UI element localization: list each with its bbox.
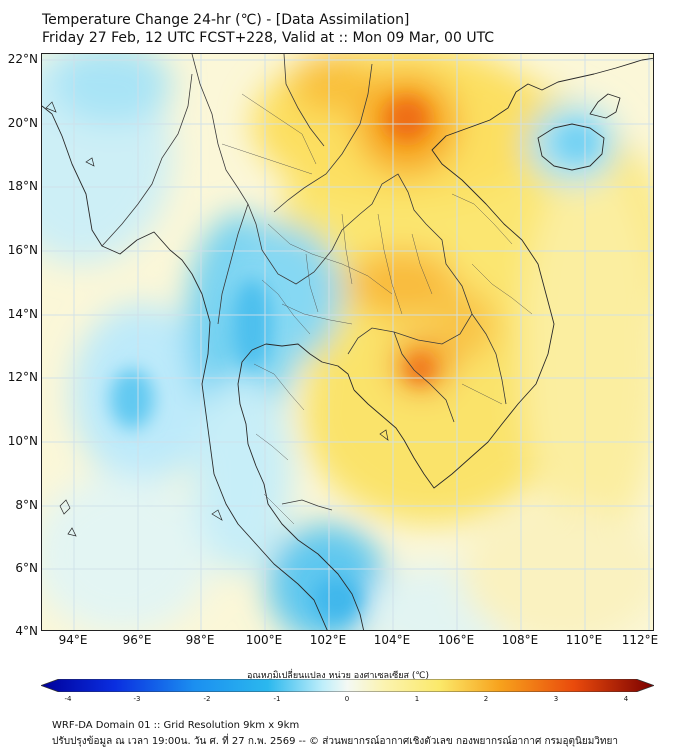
lon-label: 104°E [373,633,411,647]
colorbar [41,679,654,692]
lat-label: 8°N [15,498,38,512]
temperature-change-map [41,53,654,631]
lon-label: 98°E [185,633,215,647]
colorbar-tick: 3 [553,695,559,703]
lat-label: 18°N [7,179,38,193]
lon-label: 112°E [621,633,659,647]
colorbar-tick: 4 [623,695,629,703]
coastlines [42,57,653,630]
colorbar-tick: -1 [273,695,281,703]
lat-label: 12°N [7,370,38,384]
colorbar-tick: 2 [483,695,489,703]
colorbar-tick: -2 [203,695,211,703]
lon-label: 106°E [437,633,475,647]
footer-model-info: WRF-DA Domain 01 :: Grid Resolution 9km … [52,720,300,731]
colorbar-tick: 1 [414,695,420,703]
lon-label: 94°E [58,633,88,647]
map-subtitle: Friday 27 Feb, 12 UTC FCST+228, Valid at… [42,30,495,46]
colorbar-tick: -3 [133,695,141,703]
lat-label: 10°N [7,434,38,448]
lat-label: 20°N [7,116,38,130]
lon-label: 100°E [245,633,283,647]
country-borders [101,54,507,511]
lat-label: 6°N [15,561,38,575]
lat-label: 14°N [7,307,38,321]
lat-label: 22°N [7,52,38,66]
province-borders [221,93,533,525]
lon-label: 110°E [565,633,603,647]
lon-label: 102°E [309,633,347,647]
footer-credit: ปรับปรุงข้อมูล ณ เวลา 19:00น. วัน ศ. ที่… [52,736,618,747]
islands [45,101,389,537]
colorbar-title: อุณหภูมิเปลี่ยนแปลง หน่วย องศาเซลเซียส (… [246,671,430,681]
lat-label: 16°N [7,243,38,257]
lat-label: 4°N [15,624,38,638]
graticule [42,54,653,630]
colorbar-tick: -4 [64,695,72,703]
map-title: Temperature Change 24-hr (℃) - [Data Ass… [42,12,410,28]
lon-label: 96°E [122,633,152,647]
colorbar-tick: 0 [344,695,350,703]
lon-label: 108°E [501,633,539,647]
